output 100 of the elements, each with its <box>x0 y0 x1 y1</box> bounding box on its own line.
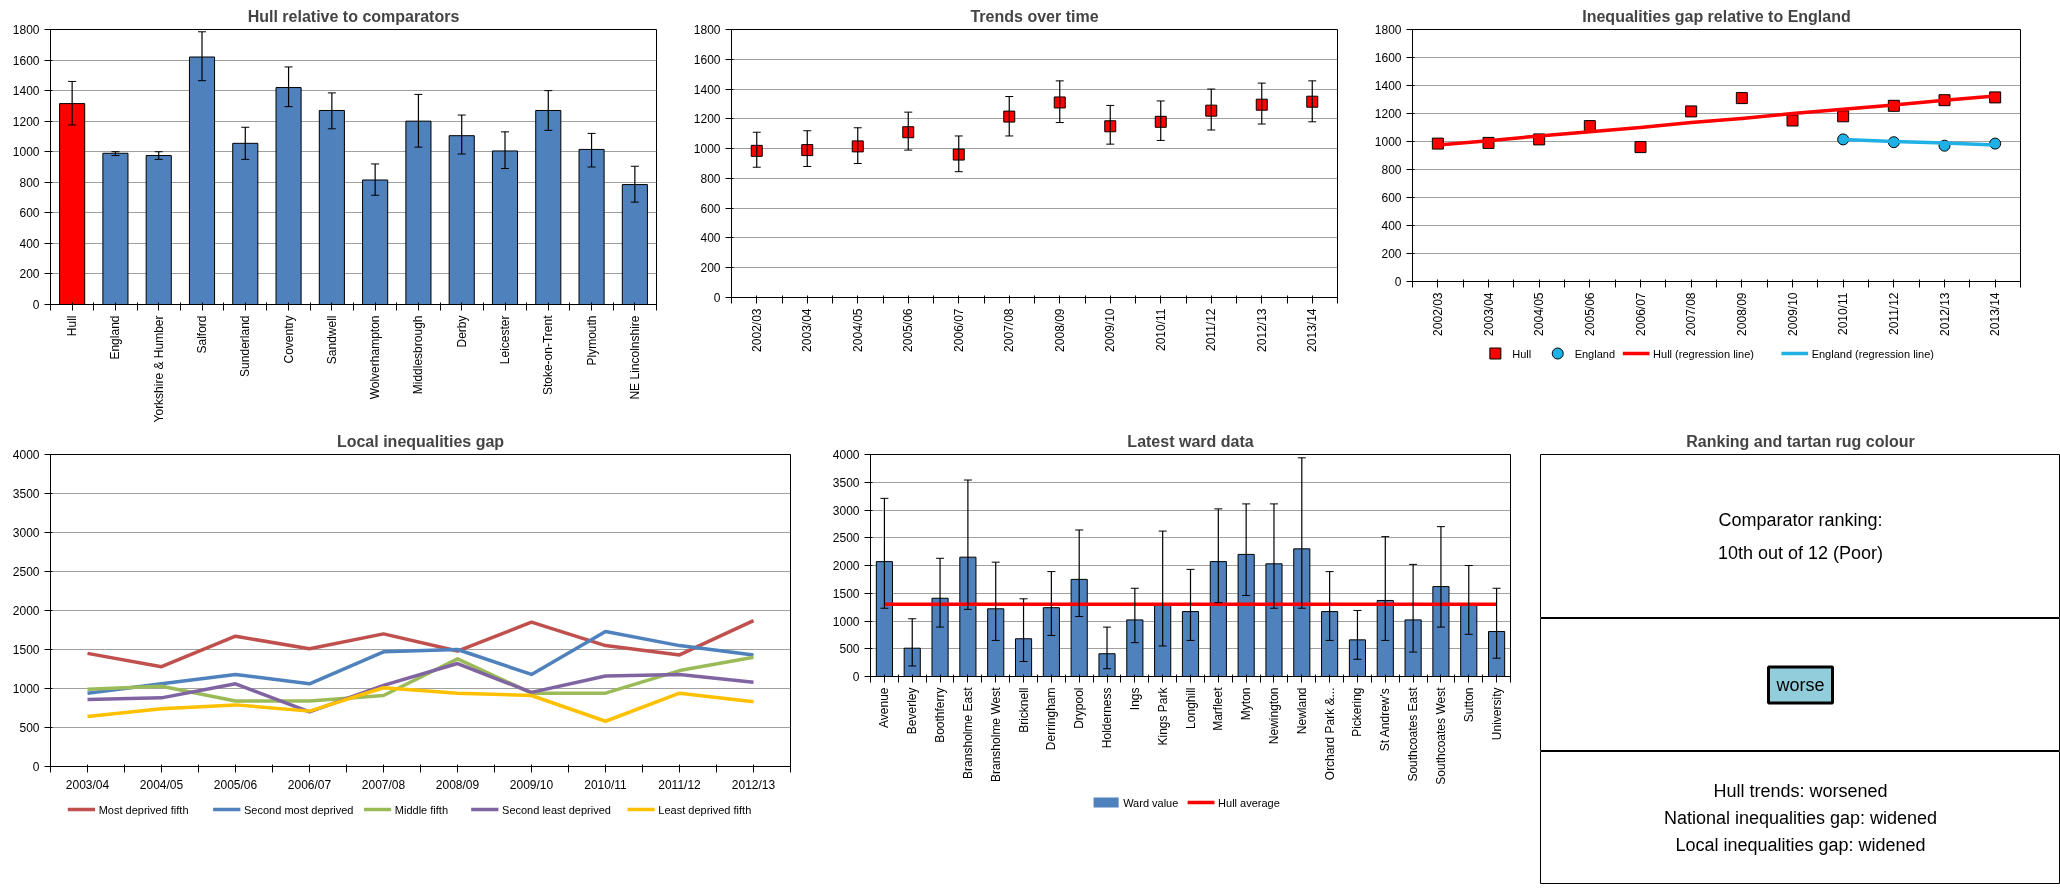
legend-label: Least deprived fifth <box>658 803 752 816</box>
x-tick-label: Salford <box>195 315 209 354</box>
x-tick-label: 2004/05 <box>850 308 865 352</box>
x-tick-label: Bransholme West <box>988 686 1003 782</box>
point <box>1205 104 1218 117</box>
x-tick-label: Myton <box>1239 687 1254 721</box>
y-tick-label: 1400 <box>693 82 721 97</box>
y-tick-label: 0 <box>32 760 40 774</box>
y-tick-label: 3000 <box>832 503 860 518</box>
x-tick-label: 2007/08 <box>361 777 406 792</box>
x-tick-label: 2008/09 <box>1052 308 1067 352</box>
x-tick-label: 2010/11 <box>1153 308 1168 351</box>
y-tick-label: 800 <box>19 175 40 190</box>
y-tick-label: 1600 <box>12 53 40 68</box>
x-tick-label: Marfleet <box>1211 686 1226 731</box>
y-tick-label: 1600 <box>1374 51 1402 65</box>
y-tick-label: 1200 <box>1374 107 1402 121</box>
x-tick-label: Newington <box>1266 687 1281 745</box>
legend-label: Hull average <box>1218 796 1280 809</box>
x-tick-label: 2011/12 <box>1886 292 1901 335</box>
y-tick-label: 200 <box>700 261 721 276</box>
x-tick-label: 2002/03 <box>1430 292 1445 336</box>
text: worse <box>1775 675 1825 695</box>
x-tick-label: Pickering <box>1350 687 1365 737</box>
x-tick-label: Newland <box>1294 687 1309 735</box>
y-tick-label: 0 <box>852 670 860 684</box>
x-tick-label: Kings Park <box>1155 686 1170 746</box>
point <box>1786 114 1799 127</box>
line-series <box>85 618 756 669</box>
y-tick-label: 3000 <box>12 526 40 540</box>
y-tick-label: 4000 <box>832 448 860 462</box>
x-tick-label: Longhill <box>1183 687 1198 729</box>
y-tick-label: 3500 <box>12 487 40 501</box>
y-tick-label: 800 <box>700 171 721 186</box>
y-tick-label: 200 <box>19 267 40 282</box>
point <box>952 148 965 161</box>
x-tick-label: Wolverhampton <box>368 315 383 400</box>
y-tick-label: 2500 <box>12 565 40 579</box>
x-tick-label: 2006/07 <box>1633 292 1648 336</box>
x-tick-label: 2005/06 <box>901 308 916 352</box>
legend-label: Middle fifth <box>394 803 449 816</box>
x-tick-label: 2006/07 <box>287 777 332 792</box>
legend-label: Second least deprived <box>502 803 611 816</box>
x-tick-label: 2006/07 <box>951 308 966 352</box>
x-tick-label: 2010/11 <box>1836 292 1851 335</box>
x-tick-label: Coventry <box>281 315 296 364</box>
x-tick-label: Sutton <box>1461 687 1476 723</box>
line-series <box>85 629 756 695</box>
x-tick-label: 2013/14 <box>1988 292 2003 336</box>
y-tick-label: 1000 <box>693 142 721 157</box>
x-tick-label: 2009/10 <box>509 777 554 792</box>
x-tick-label: Sunderland <box>238 315 253 377</box>
x-tick-label: Drypool <box>1072 687 1087 729</box>
y-tick-label: 1800 <box>12 23 40 37</box>
x-tick-label: Southcoates East <box>1406 686 1421 782</box>
y-tick-label: 3500 <box>832 475 860 490</box>
point <box>1837 110 1850 123</box>
y-tick-label: 600 <box>700 201 721 216</box>
y-tick-label: 500 <box>839 642 860 657</box>
y-tick-label: 1000 <box>12 145 40 160</box>
x-tick-label: Middlesbrough <box>411 315 426 395</box>
y-tick-label: 200 <box>1381 247 1402 261</box>
x-tick-label: Holderness <box>1100 687 1115 749</box>
y-tick-label: 400 <box>19 236 40 251</box>
point <box>1154 115 1167 128</box>
x-tick-label: Hull <box>65 315 80 337</box>
y-tick-label: 2500 <box>832 531 860 546</box>
y-tick-label: 1500 <box>832 586 860 601</box>
x-tick-label: 2005/06 <box>1582 292 1597 336</box>
text: Comparator ranking: 10th out of 12 (Poor) <box>1717 510 1884 563</box>
y-tick-label: 1000 <box>1374 135 1402 149</box>
y-tick-label: 0 <box>1394 275 1402 289</box>
y-tick-label: 1800 <box>1374 23 1402 37</box>
point <box>1053 96 1066 109</box>
y-tick-label: 1800 <box>693 23 721 37</box>
x-tick-label: 2009/10 <box>1785 292 1800 336</box>
y-tick-label: 1400 <box>12 84 40 99</box>
point <box>1634 141 1647 154</box>
x-tick-label: 2012/13 <box>1937 292 1952 336</box>
y-tick-label: 400 <box>700 231 721 246</box>
x-tick-label: St Andrew's <box>1378 688 1393 752</box>
x-tick-label: 2008/09 <box>435 777 480 792</box>
point <box>1003 110 1016 123</box>
x-tick-label: Beverley <box>905 687 920 735</box>
x-tick-label: University <box>1489 687 1504 741</box>
y-tick-label: 600 <box>19 206 40 221</box>
x-tick-label: Orchard Park &... <box>1322 687 1337 781</box>
y-tick-label: 1000 <box>832 614 860 629</box>
y-tick-label: 0 <box>32 298 40 312</box>
x-tick-label: 2013/14 <box>1305 308 1320 352</box>
x-tick-label: Derby <box>454 315 469 348</box>
legend-label: Most deprived fifth <box>98 803 189 816</box>
x-tick-label: 2005/06 <box>213 777 258 792</box>
legend-label: Ward value <box>1123 796 1179 809</box>
x-tick-label: 2007/08 <box>1002 308 1017 352</box>
point <box>1685 105 1698 118</box>
text: Ranking and tartan rug colour <box>1686 432 1915 450</box>
x-tick-label: Plymouth <box>584 315 599 366</box>
x-tick-label: Bricknell <box>1016 687 1031 733</box>
chart-title: Local inequalities gap <box>336 432 505 450</box>
